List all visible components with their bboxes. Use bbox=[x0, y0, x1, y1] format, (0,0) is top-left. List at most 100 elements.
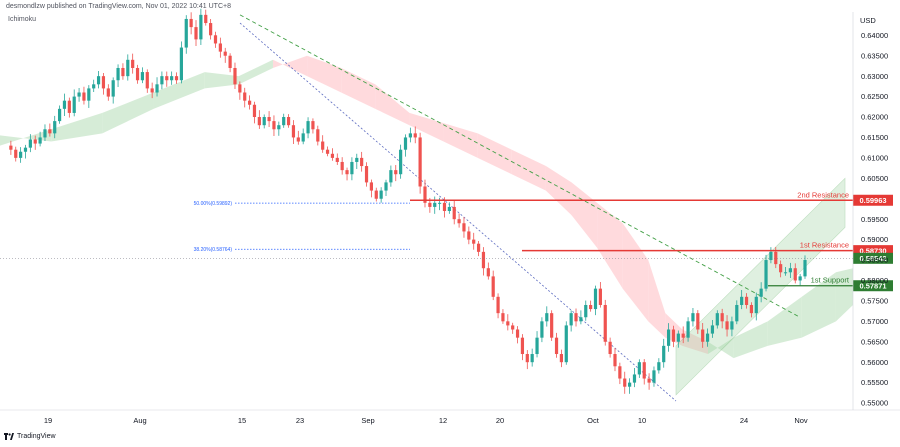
candle-body bbox=[28, 139, 32, 148]
cloud-segment bbox=[375, 84, 410, 126]
cloud-segment bbox=[622, 223, 649, 322]
y-tick-label: 0.62500 bbox=[861, 92, 888, 101]
y-tick-label: 0.61500 bbox=[861, 133, 888, 142]
tradingview-footer[interactable]: TradingView bbox=[4, 433, 56, 440]
y-tick-label: 0.58000 bbox=[861, 276, 888, 285]
candle-body bbox=[705, 333, 710, 342]
footer-brand: TradingView bbox=[17, 433, 56, 440]
level-name: 1st Support bbox=[811, 276, 850, 285]
candle-body bbox=[340, 161, 344, 171]
candle-body bbox=[399, 149, 403, 175]
cloud-segment bbox=[597, 202, 623, 289]
x-tick-label: Sep bbox=[361, 416, 374, 425]
y-tick-label: 0.61000 bbox=[861, 153, 888, 162]
candle-body bbox=[252, 104, 257, 118]
candle-body bbox=[38, 137, 42, 144]
candle-body bbox=[691, 313, 695, 322]
candle-body bbox=[608, 341, 612, 355]
y-tick-label: 0.56500 bbox=[861, 337, 888, 346]
x-tick-label: 23 bbox=[296, 416, 304, 425]
channel-band bbox=[675, 177, 846, 396]
candle-body bbox=[33, 139, 37, 144]
candle-body bbox=[662, 345, 666, 363]
candle-body bbox=[150, 88, 154, 93]
candle-body bbox=[170, 76, 174, 81]
candle-body bbox=[559, 354, 564, 363]
indicator-label[interactable]: Ichimoku bbox=[8, 16, 37, 23]
candle-body bbox=[442, 202, 447, 211]
cloud-segment bbox=[571, 182, 598, 248]
candle-body bbox=[360, 157, 364, 167]
candle-body bbox=[384, 182, 388, 191]
candle-body bbox=[666, 329, 671, 346]
candle-body bbox=[413, 133, 417, 138]
y-tick-label: 0.57000 bbox=[861, 317, 888, 326]
candle-body bbox=[165, 76, 169, 81]
x-tick-label: 10 bbox=[638, 416, 646, 425]
candle-body bbox=[632, 374, 637, 383]
candle-body bbox=[282, 117, 286, 126]
candle-body bbox=[428, 202, 432, 207]
x-tick-label: 15 bbox=[238, 416, 246, 425]
y-tick-label: 0.60500 bbox=[861, 174, 888, 183]
y-tick-label: 0.62000 bbox=[861, 113, 888, 122]
candle-body bbox=[569, 313, 573, 326]
axes: USD 0.64000 0.63500 0.63000 0.62500 0.62000 0.… bbox=[0, 12, 900, 425]
cloud-segment bbox=[409, 112, 444, 142]
candle-body bbox=[589, 304, 593, 310]
candle-body bbox=[19, 151, 23, 158]
candle-body bbox=[43, 129, 47, 138]
candle-body bbox=[209, 23, 213, 36]
fib-label: 50.00%(0.59892) bbox=[194, 201, 233, 207]
price-tag-bg bbox=[853, 194, 893, 206]
candle-body bbox=[642, 362, 646, 379]
candle-body bbox=[379, 190, 383, 199]
candle-body bbox=[48, 129, 52, 134]
candle-body bbox=[715, 313, 719, 326]
candle-body bbox=[613, 354, 617, 367]
candle-body bbox=[491, 276, 495, 297]
candle-body bbox=[223, 51, 227, 56]
candle-body bbox=[803, 260, 807, 277]
candle-body bbox=[403, 137, 408, 150]
fib-label: 38.20%(0.58764) bbox=[194, 247, 233, 253]
cloud-segment bbox=[341, 67, 376, 109]
price-candles bbox=[9, 8, 807, 394]
publisher-caption: desmondlzw published on TradingView.com,… bbox=[6, 3, 231, 10]
candle-body bbox=[286, 117, 291, 126]
candle-body bbox=[676, 333, 680, 342]
candle-body bbox=[350, 161, 354, 175]
candle-body bbox=[57, 108, 62, 122]
candle-body bbox=[418, 137, 422, 187]
candle-body bbox=[735, 304, 739, 322]
cloud-segment bbox=[51, 112, 103, 142]
x-tick-label: 20 bbox=[496, 416, 504, 425]
candle-body bbox=[53, 121, 57, 134]
candle-body bbox=[462, 223, 466, 232]
price-tag-label: 0.57871 bbox=[859, 282, 886, 291]
candle-body bbox=[179, 47, 183, 81]
candle-body bbox=[121, 67, 125, 77]
price-tag-label: 0.58730 bbox=[859, 246, 886, 255]
candle-body bbox=[184, 18, 188, 48]
cloud-segment bbox=[733, 321, 768, 359]
lower-trend-line bbox=[239, 22, 677, 402]
x-tick-label: Aug bbox=[133, 416, 146, 425]
candle-body bbox=[574, 313, 578, 322]
x-tick-label: 12 bbox=[439, 416, 447, 425]
trend-lines bbox=[239, 14, 801, 402]
candle-body bbox=[389, 170, 393, 183]
candle-body bbox=[267, 117, 271, 122]
cloud-segment bbox=[153, 72, 205, 109]
cloud-segment bbox=[102, 92, 154, 134]
candle-body bbox=[433, 202, 437, 207]
downtrend-line bbox=[239, 14, 801, 318]
candle-body bbox=[155, 84, 159, 93]
candle-body bbox=[135, 67, 140, 81]
y-tick-label: 0.55000 bbox=[861, 399, 888, 408]
candle-body bbox=[131, 59, 135, 68]
candle-body bbox=[67, 100, 71, 113]
candle-body bbox=[788, 268, 792, 273]
candle-body bbox=[686, 321, 690, 338]
